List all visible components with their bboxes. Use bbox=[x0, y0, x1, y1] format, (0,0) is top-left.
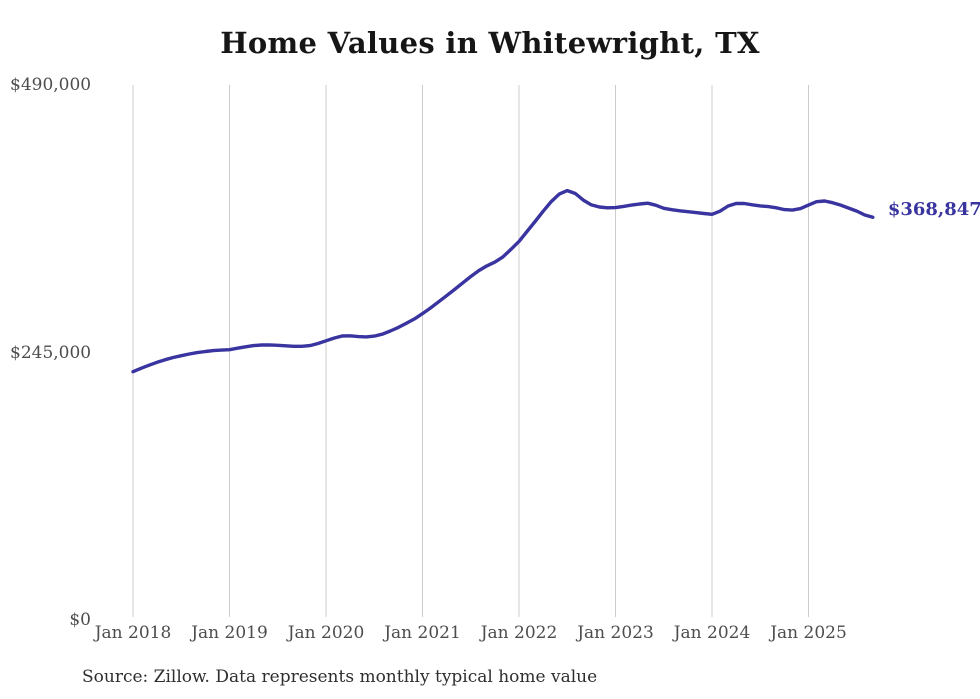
x-tick-label-2021: Jan 2021 bbox=[384, 623, 461, 643]
y-tick-label-490000: $490,000 bbox=[10, 75, 92, 95]
y-tick-label-0: $0 bbox=[69, 610, 91, 630]
x-tick-label-2025: Jan 2025 bbox=[770, 623, 847, 643]
x-tick-label-2018: Jan 2018 bbox=[94, 623, 172, 643]
home-value-line bbox=[131, 188, 875, 374]
x-tick-label-2020: Jan 2020 bbox=[287, 623, 365, 643]
x-tick-label-2023: Jan 2023 bbox=[577, 623, 654, 643]
x-tick-label-2019: Jan 2019 bbox=[191, 623, 268, 643]
x-tick-label-2022: Jan 2022 bbox=[480, 623, 558, 643]
y-tick-label-245000: $245,000 bbox=[10, 342, 92, 363]
chart-title: Home Values in Whitewright, TX bbox=[220, 26, 760, 60]
source-note: Source: Zillow. Data represents monthly … bbox=[82, 667, 598, 687]
x-tick-label-2024: Jan 2024 bbox=[673, 623, 751, 643]
current-value-label: $368,847 bbox=[887, 199, 980, 221]
